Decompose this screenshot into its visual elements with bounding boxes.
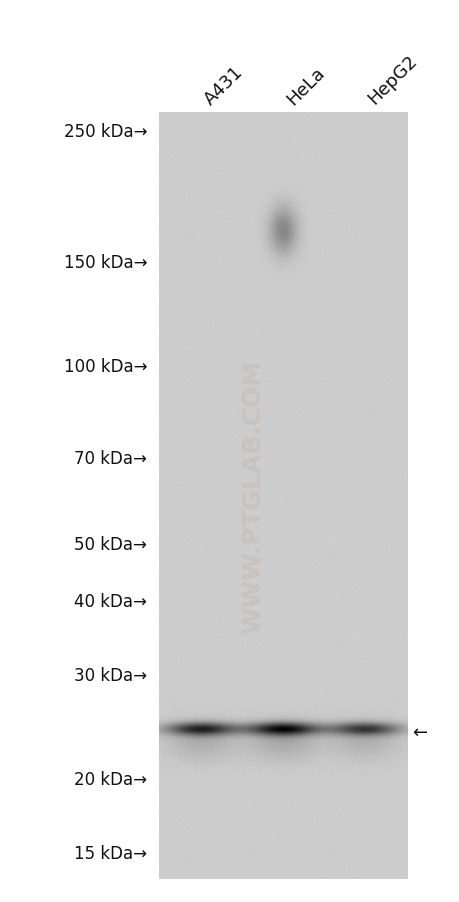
Text: HepG2: HepG2 bbox=[364, 52, 420, 108]
Text: 20 kDa→: 20 kDa→ bbox=[74, 770, 147, 788]
Text: 70 kDa→: 70 kDa→ bbox=[74, 449, 147, 467]
Text: 50 kDa→: 50 kDa→ bbox=[74, 535, 147, 553]
Text: 150 kDa→: 150 kDa→ bbox=[63, 253, 147, 272]
Text: A431: A431 bbox=[201, 62, 246, 108]
Text: 30 kDa→: 30 kDa→ bbox=[74, 666, 147, 684]
Text: 15 kDa→: 15 kDa→ bbox=[74, 843, 147, 861]
Text: 100 kDa→: 100 kDa→ bbox=[63, 358, 147, 375]
Text: HeLa: HeLa bbox=[282, 63, 327, 108]
Text: ←: ← bbox=[411, 723, 426, 741]
Text: 40 kDa→: 40 kDa→ bbox=[74, 593, 147, 611]
Text: 250 kDa→: 250 kDa→ bbox=[63, 123, 147, 141]
Text: WWW.PTGLAB.COM: WWW.PTGLAB.COM bbox=[241, 359, 264, 633]
